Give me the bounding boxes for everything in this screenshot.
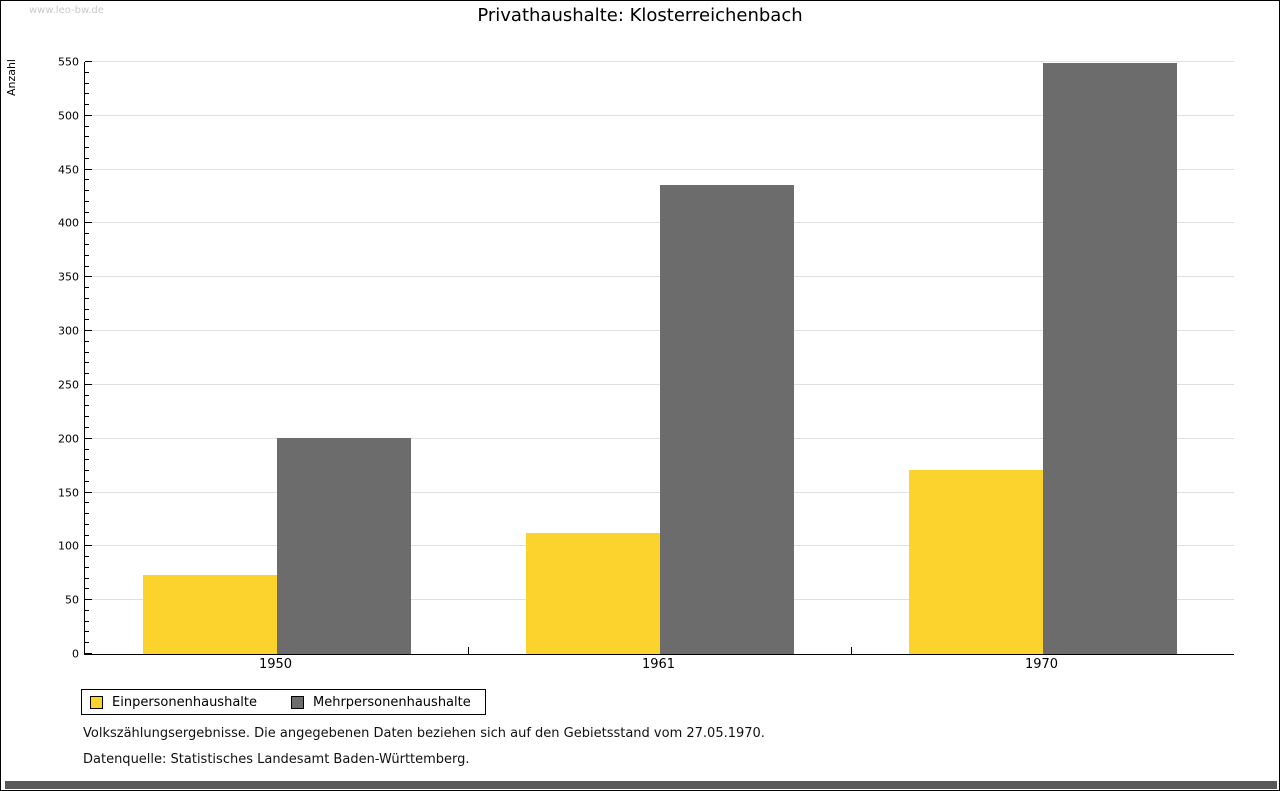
x-boundary-tick-2 [851,647,852,654]
y-minor-tick-170 [85,470,89,472]
y-minor-tick-320 [85,308,89,310]
y-axis-title: Anzahl [5,59,18,97]
y-minor-tick-220 [85,416,89,418]
bar-1970-mehrpersonenhaushalte [1042,63,1177,654]
bar-1961-mehrpersonenhaushalte [659,184,794,654]
y-minor-tick-290 [85,340,89,342]
y-minor-tick-120 [85,523,89,525]
x-boundary-tick-1 [468,647,469,654]
chart-title: Privathaushalte: Klosterreichenbach [477,5,803,26]
y-minor-tick-370 [85,254,89,256]
gridline-550 [85,61,1234,62]
y-major-tick-450 [85,168,92,170]
y-minor-tick-430 [85,190,89,192]
y-minor-tick-210 [85,426,89,428]
y-minor-tick-240 [85,394,89,396]
y-minor-tick-310 [85,319,89,321]
bottom-bar [5,781,1277,789]
watermark: www.leo-bw.de [29,5,104,16]
y-minor-tick-380 [85,243,89,245]
y-minor-tick-330 [85,297,89,299]
y-minor-tick-470 [85,147,89,149]
y-tick-label-300: 300 [58,324,79,338]
legend-label-einpersonenhaushalte: Einpersonenhaushalte [112,694,257,710]
y-minor-tick-80 [85,566,89,568]
bar-1950-mehrpersonenhaushalte [276,437,411,654]
footnote-gebietsstand: Volkszählungsergebnisse. Die angegebenen… [83,726,765,741]
y-major-tick-150 [85,491,92,493]
y-tick-label-400: 400 [58,216,79,230]
y-tick-label-150: 150 [58,486,79,500]
bar-1970-einpersonenhaushalte [908,469,1043,654]
y-minor-tick-340 [85,287,89,289]
gridline-450 [85,168,1234,170]
legend-swatch-einpersonenhaushalte [90,695,103,709]
y-tick-label-250: 250 [58,378,79,392]
y-minor-tick-60 [85,588,89,590]
y-minor-tick-360 [85,265,89,267]
y-minor-tick-90 [85,556,89,558]
y-minor-tick-110 [85,534,89,536]
x-tick-label-1970: 1970 [1024,657,1059,672]
x-tick-labels: 1950 1961 1970 [84,657,1233,675]
y-minor-tick-260 [85,373,89,375]
y-minor-tick-480 [85,136,89,138]
y-major-tick-300 [85,330,92,332]
y-minor-tick-160 [85,480,89,482]
y-major-tick-500 [85,114,92,116]
y-tick-label-450: 450 [58,163,79,177]
legend-item-einpersonenhaushalte: Einpersonenhaushalte [90,695,257,710]
y-minor-tick-140 [85,502,89,504]
y-major-tick-400 [85,222,92,224]
y-minor-tick-180 [85,459,89,461]
footnote-datenquelle: Datenquelle: Statistisches Landesamt Bad… [83,752,470,767]
y-minor-tick-40 [85,609,89,611]
y-minor-tick-410 [85,211,89,213]
y-tick-label-550: 550 [58,55,79,69]
legend: Einpersonenhaushalte Mehrpersonenhaushalt… [81,689,486,715]
y-minor-tick-440 [85,179,89,181]
y-minor-tick-460 [85,157,89,159]
y-major-tick-550 [85,61,92,62]
y-tick-label-100: 100 [58,539,79,553]
y-minor-tick-390 [85,233,89,235]
y-minor-tick-10 [85,642,89,644]
y-major-tick-200 [85,437,92,439]
y-minor-tick-520 [85,93,89,95]
x-tick-label-1950: 1950 [258,657,293,672]
y-major-tick-0 [85,653,92,654]
legend-item-mehrpersonenhaushalte: Mehrpersonenhaushalte [291,695,471,710]
gridline-500 [85,114,1234,116]
y-major-tick-350 [85,276,92,278]
x-tick-label-1961: 1961 [641,657,676,672]
y-major-tick-100 [85,545,92,547]
y-minor-tick-30 [85,620,89,622]
plot-area [84,61,1234,655]
legend-label-mehrpersonenhaushalte: Mehrpersonenhaushalte [313,694,471,710]
y-minor-tick-190 [85,448,89,450]
legend-swatch-mehrpersonenhaushalte [291,695,304,709]
y-tick-labels: 0 50 100 150 200 250 300 350 400 450 500 550 [39,56,79,661]
y-tick-label-0: 0 [72,647,79,661]
y-minor-tick-540 [85,71,89,73]
y-minor-tick-70 [85,577,89,579]
y-tick-label-500: 500 [58,109,79,123]
y-tick-label-200: 200 [58,432,79,446]
bar-1961-einpersonenhaushalte [525,533,660,654]
y-minor-tick-280 [85,351,89,353]
y-minor-tick-490 [85,125,89,127]
y-tick-label-50: 50 [65,593,79,607]
y-minor-tick-530 [85,82,89,84]
bar-1950-einpersonenhaushalte [142,575,277,654]
y-minor-tick-270 [85,362,89,364]
y-minor-tick-420 [85,200,89,202]
y-minor-tick-20 [85,631,89,633]
y-minor-tick-510 [85,104,89,106]
y-minor-tick-230 [85,405,89,407]
y-minor-tick-130 [85,513,89,515]
y-major-tick-50 [85,599,92,601]
y-tick-label-350: 350 [58,270,79,284]
y-major-tick-250 [85,383,92,385]
